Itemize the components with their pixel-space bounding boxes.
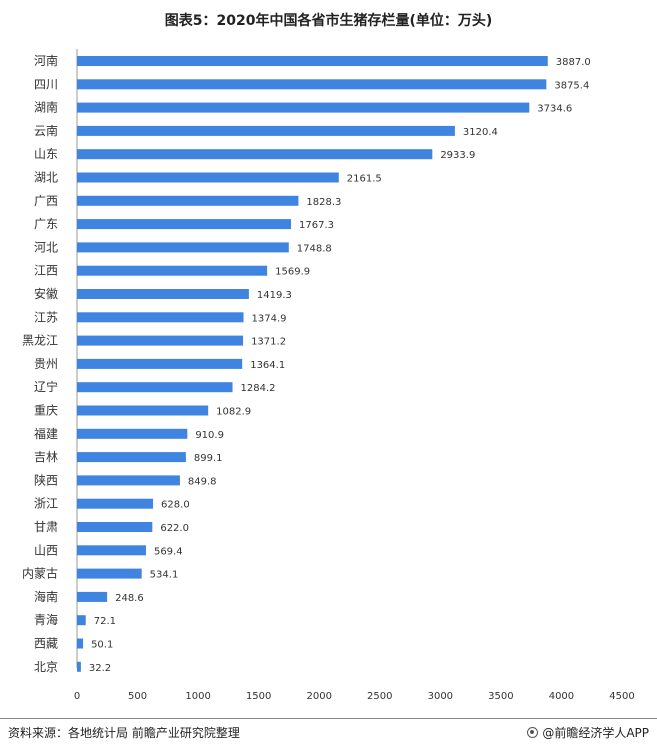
category-label: 青海	[34, 612, 58, 627]
data-label: 1082.9	[216, 407, 251, 418]
bar	[77, 102, 530, 113]
x-tick-label: 500	[128, 691, 147, 702]
data-label: 910.9	[195, 430, 224, 441]
data-label: 1748.8	[297, 243, 332, 254]
category-label: 辽宁	[34, 379, 58, 394]
x-tick-label: 0	[74, 691, 80, 702]
bar	[77, 545, 146, 556]
data-label: 3734.6	[537, 104, 572, 115]
bar	[77, 382, 233, 393]
data-label: 72.1	[94, 616, 116, 627]
data-label: 3120.4	[463, 127, 498, 138]
bar	[77, 475, 180, 486]
bar	[77, 289, 249, 299]
data-label: 1374.9	[252, 313, 287, 324]
data-label: 628.0	[161, 500, 190, 511]
category-label: 甘肃	[34, 520, 58, 534]
data-label: 3887.0	[556, 57, 591, 68]
data-label: 2933.9	[440, 150, 475, 161]
data-label: 1284.2	[241, 383, 276, 394]
category-label: 四川	[34, 77, 58, 91]
category-label: 内蒙古	[22, 566, 58, 581]
footer-divider	[0, 718, 657, 719]
x-tick-label: 3500	[488, 691, 513, 702]
data-label: 1828.3	[306, 197, 341, 208]
data-label: 3875.4	[554, 80, 589, 91]
x-tick-label: 3000	[428, 691, 453, 702]
data-label: 1364.1	[250, 360, 285, 371]
brand-logo-icon	[527, 727, 539, 738]
bar	[77, 591, 108, 602]
bar	[77, 172, 339, 183]
brand-credit: @前瞻经济学人APP	[527, 724, 649, 741]
category-label: 贵州	[34, 357, 58, 371]
category-label: 湖北	[34, 170, 58, 185]
category-label: 河南	[34, 53, 58, 68]
data-label: 50.1	[91, 640, 113, 651]
x-tick-label: 1000	[185, 691, 210, 702]
bar	[77, 522, 153, 532]
category-label: 安徽	[34, 286, 58, 301]
bar	[77, 498, 154, 509]
bar	[77, 661, 81, 672]
bar	[77, 312, 244, 323]
category-label: 海南	[34, 589, 58, 604]
category-label: 湖南	[34, 100, 58, 115]
category-label: 西藏	[34, 637, 58, 651]
category-label: 黑龙江	[22, 334, 58, 348]
category-label: 重庆	[34, 404, 58, 418]
category-label: 广西	[34, 194, 58, 208]
category-label: 福建	[34, 426, 58, 441]
category-label: 北京	[34, 660, 58, 674]
bar	[77, 615, 86, 626]
bar	[77, 428, 188, 439]
source-note: 资料来源：各地统计局 前瞻产业研究院整理	[8, 726, 240, 740]
x-tick-label: 1500	[246, 691, 271, 702]
category-label: 山西	[34, 543, 58, 557]
bar	[77, 358, 243, 369]
data-label: 622.0	[160, 523, 189, 534]
bar	[77, 568, 142, 579]
data-label: 569.4	[154, 546, 183, 557]
chart-title: 图表5：2020年中国各省市生猪存栏量(单位：万头)	[164, 13, 493, 29]
data-label: 2161.5	[347, 174, 382, 185]
x-tick-label: 2500	[367, 691, 392, 702]
data-label: 899.1	[194, 453, 223, 464]
category-label: 广东	[34, 217, 58, 231]
brand-text: @前瞻经济学人APP	[542, 726, 649, 740]
x-tick-label: 4500	[609, 691, 634, 702]
bar	[77, 125, 455, 136]
bar	[77, 452, 186, 463]
data-label: 248.6	[115, 593, 144, 604]
data-label: 849.8	[188, 476, 217, 487]
data-label: 1419.3	[257, 290, 292, 301]
x-tick-label: 4000	[549, 691, 574, 702]
data-label: 1767.3	[299, 220, 334, 231]
data-label: 1569.9	[275, 267, 310, 278]
bar	[77, 335, 244, 346]
data-label: 1371.2	[251, 337, 286, 348]
category-label: 云南	[34, 123, 58, 138]
category-label: 陕西	[34, 472, 58, 487]
bar	[77, 195, 299, 206]
bar	[77, 219, 292, 230]
bar	[77, 405, 209, 416]
category-label: 山东	[34, 147, 58, 161]
x-tick-label: 2000	[306, 691, 331, 702]
data-label: 534.1	[150, 570, 179, 581]
bar	[77, 79, 547, 90]
category-label: 江苏	[34, 310, 58, 324]
bar	[77, 56, 548, 66]
category-label: 江西	[34, 264, 58, 278]
bar	[77, 265, 268, 276]
category-label: 河北	[34, 240, 58, 254]
category-label: 浙江	[34, 497, 58, 511]
category-label: 吉林	[34, 450, 58, 464]
bar	[77, 149, 433, 160]
bar	[77, 242, 289, 253]
bar	[77, 638, 84, 649]
data-label: 32.2	[89, 663, 111, 674]
